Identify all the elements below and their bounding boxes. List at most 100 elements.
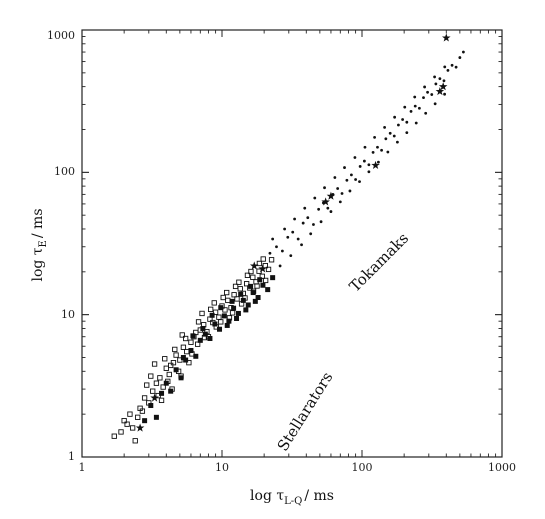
data-point-filled-square [159, 390, 165, 396]
data-point-filled-square [183, 357, 189, 363]
data-point-filled-square [248, 283, 254, 289]
data-point-dot [289, 254, 293, 258]
data-point-dot [348, 189, 352, 193]
data-point-dot [383, 125, 386, 129]
data-points [111, 33, 465, 444]
data-point-filled-square [252, 298, 258, 304]
data-point-dot [345, 178, 349, 182]
data-point-filled-square [148, 403, 154, 409]
data-point-dot [286, 235, 290, 239]
data-point-dot [373, 135, 376, 139]
data-point-dot [349, 173, 353, 177]
data-point-filled-square [168, 388, 174, 394]
x-tick-label: 1 [79, 461, 86, 474]
data-point-dot [268, 251, 272, 255]
data-point-star [258, 264, 267, 273]
data-point-open-square [224, 289, 230, 296]
data-point-filled-square [188, 348, 194, 354]
data-point-open-square [259, 273, 265, 279]
data-point-open-square [111, 433, 117, 439]
data-point-open-square [173, 352, 179, 358]
data-point-dot [397, 123, 400, 127]
data-point-dot [271, 237, 275, 241]
data-point-dot [430, 93, 434, 96]
data-point-dot [340, 192, 344, 195]
data-point-filled-square [250, 290, 256, 296]
data-point-filled-square [224, 322, 230, 328]
data-point-dot [319, 220, 323, 224]
data-point-open-square [268, 257, 275, 263]
data-point-open-square [141, 395, 148, 401]
data-point-open-square [199, 310, 205, 317]
data-point-open-square [127, 411, 133, 417]
data-point-open-square [121, 418, 127, 424]
data-point-open-square [220, 294, 226, 301]
data-point-open-square [153, 380, 160, 386]
data-point-dot [333, 176, 337, 179]
y-tick-label: 100 [54, 165, 75, 178]
data-point-filled-square [163, 380, 169, 386]
data-point-dot [413, 104, 417, 108]
data-point-open-square [135, 414, 141, 420]
data-point-dot [438, 77, 442, 81]
data-point-dot [367, 163, 371, 167]
data-point-open-square [216, 314, 222, 320]
data-point-filled-square [212, 321, 218, 327]
data-point-filled-square [209, 312, 215, 318]
data-point-dot [422, 96, 425, 100]
x-tick-label: 1000 [488, 461, 516, 474]
data-point-dot [401, 118, 405, 121]
data-point-star [150, 393, 159, 402]
x-axis-label-sub: L-Q [284, 496, 302, 507]
data-point-filled-square [202, 331, 208, 337]
data-point-filled-square [265, 287, 271, 293]
data-point-open-square [225, 297, 231, 304]
y-axis-label-rest: / ms [30, 208, 46, 238]
data-point-dot [338, 200, 342, 204]
data-point-dot [414, 121, 418, 125]
data-point-open-square [132, 438, 138, 444]
data-point-open-square [244, 272, 251, 278]
data-point-dot [376, 145, 379, 149]
data-point-dot [423, 85, 427, 89]
data-point-open-square [260, 256, 266, 262]
data-point-star [321, 197, 330, 206]
data-point-filled-square [173, 367, 179, 373]
plot-frame [81, 29, 503, 458]
data-point-open-square [166, 371, 172, 378]
data-point-dot [300, 243, 303, 247]
data-point-dot [353, 156, 357, 159]
data-point-filled-square [226, 318, 232, 324]
data-point-open-square [212, 309, 219, 315]
data-point-open-square [129, 425, 136, 431]
data-point-dot [461, 50, 465, 54]
data-point-dot [443, 65, 447, 69]
data-point-dot [306, 216, 310, 220]
data-point-dot [301, 221, 305, 225]
data-point-open-square [248, 268, 254, 275]
data-point-filled-square [200, 325, 206, 331]
data-point-dot [434, 82, 438, 86]
data-point-open-square [172, 346, 178, 353]
data-point-star [435, 86, 445, 96]
data-point-filled-square [260, 282, 266, 288]
data-point-dot [442, 79, 446, 83]
data-point-filled-square [240, 297, 246, 303]
y-tick-label: 1 [68, 450, 75, 463]
y-axis-label-sub: E [38, 240, 49, 247]
data-point-dot [417, 106, 421, 110]
data-point-dot [395, 140, 399, 144]
data-point-dot [323, 186, 326, 190]
data-point-dot [458, 56, 462, 59]
x-axis-label-main: log τ [250, 488, 284, 504]
data-point-filled-square [257, 277, 263, 283]
data-point-filled-square [229, 298, 235, 304]
data-point-dot [426, 90, 429, 94]
data-point-dot [409, 109, 413, 113]
data-point-filled-square [235, 310, 241, 316]
data-point-dot [388, 131, 392, 135]
data-point-dot [446, 69, 450, 72]
data-point-dot [278, 264, 282, 268]
data-point-open-square [229, 310, 236, 316]
data-point-dot [358, 180, 361, 184]
